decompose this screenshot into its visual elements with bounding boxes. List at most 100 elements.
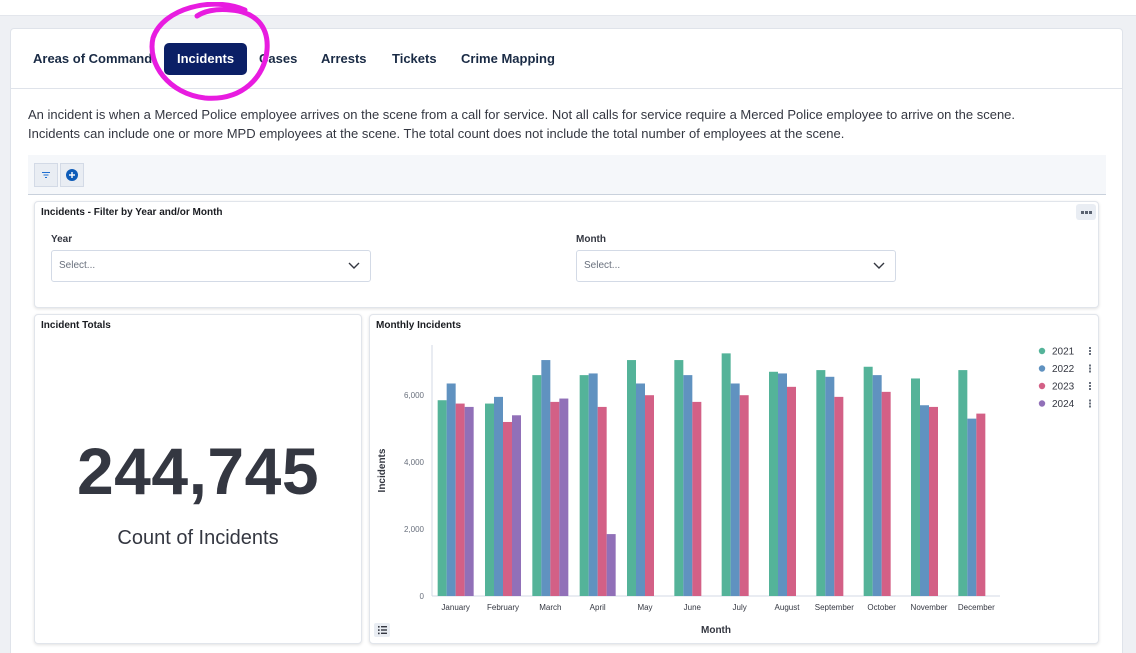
legend-swatch-2024 bbox=[1038, 400, 1046, 407]
plus-circle-icon bbox=[66, 169, 78, 181]
bar-2021-october bbox=[863, 366, 873, 596]
bar-2021-april bbox=[579, 375, 589, 596]
y-tick-label: 2,000 bbox=[404, 525, 425, 534]
legend-options-icon bbox=[1089, 385, 1091, 387]
legend-label-2022: 2022 bbox=[1052, 364, 1075, 375]
x-tick-label: March bbox=[539, 603, 561, 612]
bar-2022-may bbox=[636, 383, 645, 596]
legend-options-icon bbox=[1089, 382, 1091, 384]
x-tick-label: June bbox=[684, 603, 702, 612]
bar-2023-march bbox=[550, 401, 560, 596]
legend-options-icon bbox=[1089, 364, 1091, 367]
legend-swatch-2023 bbox=[1038, 382, 1046, 390]
bar-2022-january bbox=[446, 383, 456, 596]
description-line-1: An incident is when a Merced Police empl… bbox=[28, 107, 1016, 122]
bar-2022-august bbox=[778, 373, 787, 596]
incident-totals-title: Incident Totals bbox=[41, 320, 111, 331]
legend-options-icon bbox=[1089, 347, 1091, 349]
dashboard-panel: Areas of Command Incidents Cases Arrests… bbox=[10, 28, 1123, 653]
list-icon bbox=[378, 626, 380, 628]
x-tick-label: December bbox=[958, 603, 995, 612]
bar-2021-june bbox=[674, 360, 684, 596]
x-tick-label: October bbox=[867, 603, 896, 612]
x-tick-label: April bbox=[590, 603, 606, 612]
bar-2023-april bbox=[597, 406, 607, 596]
monthly-incidents-title: Monthly Incidents bbox=[376, 320, 461, 331]
dashboard-toolbar bbox=[28, 155, 1106, 195]
y-tick-label: 0 bbox=[420, 592, 425, 601]
bar-2021-february bbox=[485, 403, 494, 596]
x-tick-label: September bbox=[815, 603, 854, 612]
bar-2023-october bbox=[881, 391, 891, 596]
y-tick-label: 4,000 bbox=[404, 458, 425, 467]
list-icon bbox=[378, 629, 380, 631]
year-select-placeholder: Select... bbox=[59, 260, 96, 271]
tab-incidents[interactable]: Incidents bbox=[164, 43, 248, 75]
tab-cases[interactable]: Cases bbox=[259, 51, 298, 66]
bar-2023-september bbox=[834, 396, 844, 596]
filter-toggle-button[interactable] bbox=[34, 163, 58, 187]
legend-options-icon bbox=[1089, 399, 1091, 402]
tab-arrests[interactable]: Arrests bbox=[321, 51, 367, 66]
filter-icon bbox=[42, 172, 50, 178]
bar-2022-july bbox=[730, 383, 740, 596]
filter-card-title: Incidents - Filter by Year and/or Month bbox=[41, 207, 223, 218]
bar-2023-december bbox=[976, 413, 986, 596]
legend-swatch-2022 bbox=[1038, 365, 1046, 372]
incidents-description: An incident is when a Merced Police empl… bbox=[28, 105, 1108, 143]
bar-2021-january bbox=[437, 400, 447, 596]
bar-2022-september bbox=[825, 376, 835, 596]
list-icon bbox=[381, 626, 387, 628]
filter-card: Incidents - Filter by Year and/or Month … bbox=[34, 201, 1099, 308]
monthly-incidents-chart: 0 2,000 4,000 6,000 January February March Apri… bbox=[374, 345, 1091, 637]
x-tick-label: November bbox=[911, 603, 948, 612]
chevron-down-icon bbox=[348, 262, 360, 269]
tab-crime-mapping[interactable]: Crime Mapping bbox=[461, 51, 555, 66]
add-filter-button[interactable] bbox=[60, 163, 84, 187]
bar-2024-january bbox=[464, 406, 474, 596]
bar-2023-may bbox=[645, 395, 654, 596]
x-tick-label: July bbox=[733, 603, 747, 612]
legend-options-icon bbox=[1089, 402, 1091, 405]
tab-areas-of-command[interactable]: Areas of Command bbox=[33, 51, 153, 66]
y-tick-label: 6,000 bbox=[404, 391, 425, 400]
bar-2023-july bbox=[739, 395, 749, 596]
bar-2021-august bbox=[769, 371, 778, 596]
bar-2021-december bbox=[958, 370, 968, 596]
legend-options-icon bbox=[1089, 350, 1091, 352]
bar-2022-march bbox=[541, 360, 551, 596]
list-icon bbox=[381, 629, 387, 631]
dot-icon bbox=[1088, 210, 1092, 214]
chevron-down-icon bbox=[873, 262, 885, 269]
bar-2024-april bbox=[606, 534, 616, 596]
panel-options-button[interactable] bbox=[1076, 204, 1096, 220]
bar-2022-april bbox=[588, 373, 598, 596]
incident-count-value: 244,745 bbox=[76, 434, 320, 508]
bar-2021-september bbox=[816, 370, 826, 596]
bar-2023-august bbox=[787, 386, 796, 596]
x-tick-label: February bbox=[487, 603, 519, 612]
dot-icon bbox=[1084, 210, 1088, 214]
tab-tickets[interactable]: Tickets bbox=[392, 51, 437, 66]
bar-2022-november bbox=[920, 405, 929, 596]
bar-2024-february bbox=[512, 415, 521, 596]
year-label: Year bbox=[51, 234, 73, 245]
legend-options-icon bbox=[1089, 388, 1091, 390]
x-tick-label: May bbox=[637, 603, 652, 612]
legend-options-icon bbox=[1089, 405, 1091, 408]
y-axis-title: Incidents bbox=[377, 448, 388, 492]
list-icon bbox=[381, 632, 387, 634]
legend-options-icon bbox=[1089, 367, 1091, 370]
bar-2022-december bbox=[967, 418, 977, 596]
legend-options-icon bbox=[1089, 370, 1091, 373]
legend-label-2021: 2021 bbox=[1052, 347, 1075, 358]
bar-2022-february bbox=[494, 396, 503, 596]
legend-label-2024: 2024 bbox=[1052, 399, 1075, 410]
legend-options-icon bbox=[1089, 353, 1091, 355]
bar-2021-november bbox=[911, 378, 920, 596]
year-select[interactable]: Select... bbox=[51, 250, 371, 282]
incident-count-caption: Count of Incidents bbox=[117, 527, 279, 549]
bar-2023-november bbox=[929, 406, 938, 596]
month-select[interactable]: Select... bbox=[576, 250, 896, 282]
description-line-2: Incidents can include one or more MPD em… bbox=[28, 126, 845, 141]
